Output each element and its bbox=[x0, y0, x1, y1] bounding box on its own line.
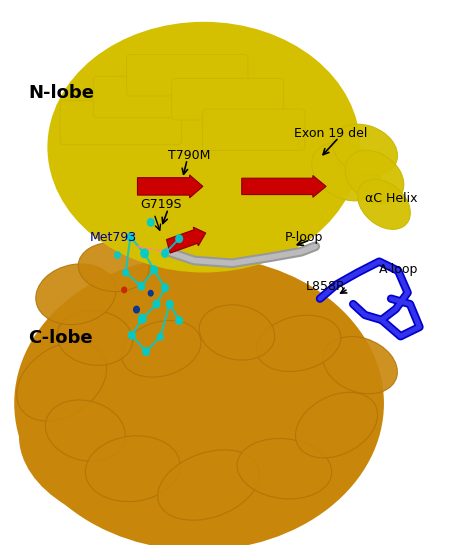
Ellipse shape bbox=[237, 439, 332, 499]
Text: αC Helix: αC Helix bbox=[365, 192, 418, 205]
Ellipse shape bbox=[17, 342, 107, 421]
Text: Met793: Met793 bbox=[90, 231, 137, 244]
Ellipse shape bbox=[121, 320, 201, 377]
Text: N-lobe: N-lobe bbox=[28, 83, 94, 102]
Circle shape bbox=[151, 266, 157, 274]
Circle shape bbox=[166, 300, 173, 308]
Text: G719S: G719S bbox=[140, 198, 182, 211]
Ellipse shape bbox=[357, 179, 410, 229]
Circle shape bbox=[148, 290, 153, 296]
Ellipse shape bbox=[57, 311, 133, 365]
FancyBboxPatch shape bbox=[93, 76, 205, 118]
Circle shape bbox=[123, 269, 128, 276]
Ellipse shape bbox=[19, 338, 341, 534]
FancyBboxPatch shape bbox=[172, 78, 283, 120]
Circle shape bbox=[162, 250, 168, 257]
Ellipse shape bbox=[295, 392, 378, 458]
Ellipse shape bbox=[78, 243, 149, 292]
Ellipse shape bbox=[14, 256, 384, 545]
Circle shape bbox=[138, 314, 146, 323]
FancyBboxPatch shape bbox=[202, 109, 305, 150]
Ellipse shape bbox=[332, 124, 398, 175]
FancyArrow shape bbox=[166, 227, 206, 253]
Circle shape bbox=[176, 317, 182, 324]
FancyBboxPatch shape bbox=[127, 54, 248, 96]
Circle shape bbox=[162, 284, 168, 292]
Text: P-loop: P-loop bbox=[284, 231, 323, 244]
FancyBboxPatch shape bbox=[60, 101, 182, 145]
Circle shape bbox=[134, 306, 139, 313]
Ellipse shape bbox=[36, 264, 116, 325]
Ellipse shape bbox=[256, 315, 341, 372]
Circle shape bbox=[128, 331, 135, 339]
Circle shape bbox=[127, 233, 134, 241]
Text: T790M: T790M bbox=[168, 149, 210, 162]
Circle shape bbox=[176, 235, 182, 243]
Circle shape bbox=[157, 334, 163, 340]
Ellipse shape bbox=[323, 336, 397, 394]
Text: C-lobe: C-lobe bbox=[28, 329, 93, 347]
Circle shape bbox=[147, 219, 154, 226]
Text: L858R: L858R bbox=[306, 280, 346, 293]
Ellipse shape bbox=[158, 450, 259, 520]
Ellipse shape bbox=[85, 436, 180, 501]
Circle shape bbox=[138, 282, 145, 290]
FancyArrow shape bbox=[242, 175, 326, 197]
Ellipse shape bbox=[345, 150, 404, 204]
Ellipse shape bbox=[199, 305, 275, 360]
Ellipse shape bbox=[46, 400, 125, 461]
Text: A-loop: A-loop bbox=[379, 263, 419, 276]
Ellipse shape bbox=[311, 142, 381, 201]
Circle shape bbox=[122, 287, 127, 293]
FancyArrow shape bbox=[137, 175, 203, 198]
Ellipse shape bbox=[47, 22, 360, 272]
Text: Exon 19 del: Exon 19 del bbox=[294, 127, 367, 140]
Circle shape bbox=[141, 249, 148, 258]
Circle shape bbox=[143, 348, 149, 355]
Circle shape bbox=[115, 252, 120, 258]
Circle shape bbox=[153, 300, 160, 308]
